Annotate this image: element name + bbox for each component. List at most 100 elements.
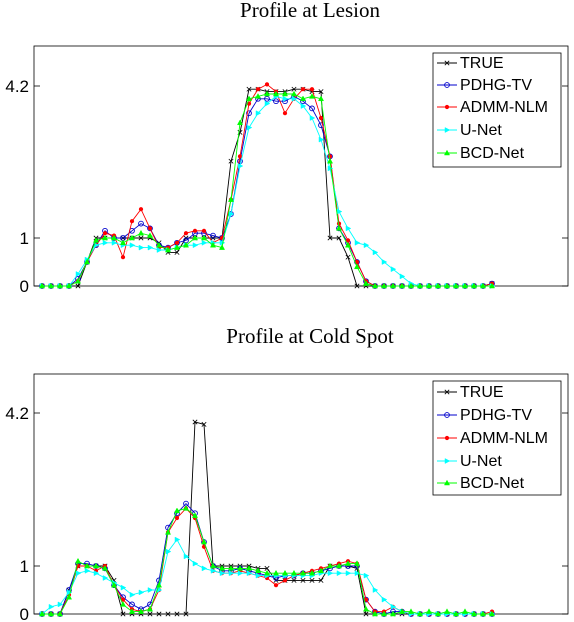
data-point — [363, 572, 370, 579]
data-point — [470, 610, 478, 617]
series-bcd-net — [38, 505, 496, 617]
data-point — [273, 98, 279, 105]
data-point — [398, 282, 406, 289]
data-point — [264, 565, 270, 571]
data-point — [65, 282, 73, 289]
data-point — [390, 603, 397, 610]
data-point — [300, 103, 307, 109]
legend-marker — [444, 389, 450, 395]
data-point — [128, 608, 136, 614]
data-point — [254, 567, 262, 574]
legend-marker — [444, 412, 450, 418]
legend-label: U-Net — [460, 453, 502, 470]
data-point — [129, 591, 136, 598]
data-point — [237, 158, 243, 165]
data-point — [255, 87, 261, 92]
data-point — [227, 196, 235, 202]
data-point — [353, 263, 361, 270]
data-point — [309, 105, 315, 112]
data-point — [66, 589, 73, 596]
legend-label: BCD-Net — [460, 145, 525, 162]
data-point — [354, 259, 360, 265]
data-point — [192, 228, 198, 233]
data-point — [93, 570, 100, 577]
data-point — [192, 419, 198, 425]
data-point — [354, 239, 361, 246]
data-point — [92, 237, 100, 243]
data-point — [488, 610, 496, 617]
data-point — [389, 610, 397, 617]
legend-label: U-Net — [460, 122, 502, 139]
data-point — [74, 557, 82, 564]
data-point — [38, 610, 46, 617]
data-point — [138, 244, 145, 251]
data-point — [336, 570, 343, 577]
data-point — [461, 608, 469, 614]
data-point — [174, 249, 180, 255]
data-point — [173, 507, 181, 514]
data-point — [110, 234, 118, 241]
data-point — [237, 163, 244, 169]
data-point — [182, 241, 190, 248]
data-point — [470, 282, 478, 289]
data-point — [164, 529, 172, 535]
data-point — [371, 282, 379, 289]
series-layer — [38, 419, 496, 617]
data-point — [326, 562, 334, 569]
data-point — [183, 553, 190, 560]
data-point — [363, 242, 370, 249]
data-point — [264, 95, 270, 102]
y-tick-label: 0 — [20, 277, 29, 296]
y-tick-label: 1 — [20, 557, 29, 576]
data-point — [218, 244, 226, 250]
data-point — [452, 610, 460, 617]
data-point — [191, 234, 199, 241]
chart-panel-lesion: Profile at Lesion 0 1 4.2 TRUE PDHG-TV A… — [5, 0, 569, 296]
y-tick-label: 1 — [20, 229, 29, 248]
data-point — [291, 95, 298, 102]
data-point — [345, 570, 352, 577]
data-point — [120, 611, 126, 617]
data-point — [138, 589, 145, 596]
data-point — [201, 239, 208, 246]
data-point — [416, 610, 424, 617]
data-point — [263, 569, 271, 576]
data-point — [345, 225, 352, 232]
chart-title: Profile at Lesion — [240, 0, 380, 22]
data-point — [192, 560, 199, 567]
data-point — [479, 282, 487, 289]
data-point — [281, 569, 289, 576]
data-point — [389, 282, 397, 289]
data-point — [362, 605, 370, 612]
data-point — [156, 611, 162, 617]
data-point — [75, 570, 82, 577]
data-point — [120, 255, 126, 260]
legend-label: PDHG-TV — [460, 407, 532, 424]
data-point — [209, 241, 217, 248]
data-point — [138, 207, 144, 212]
data-point — [201, 421, 207, 427]
chart-title: Profile at Cold Spot — [226, 324, 394, 348]
data-point — [137, 608, 145, 614]
data-point — [273, 583, 279, 588]
data-point — [272, 90, 280, 97]
data-point — [281, 90, 289, 97]
data-point — [282, 111, 288, 116]
data-point — [380, 282, 388, 289]
legend-label: BCD-Net — [460, 475, 525, 492]
data-point — [218, 565, 226, 571]
data-point — [291, 577, 297, 583]
y-axis: 0 1 4.2 — [5, 404, 568, 622]
data-point — [291, 86, 297, 92]
data-point — [227, 565, 235, 571]
data-point — [282, 578, 288, 583]
data-point — [309, 115, 316, 121]
series-bcd-net — [38, 90, 496, 289]
data-point — [245, 95, 253, 102]
data-point — [479, 610, 487, 617]
data-point — [210, 232, 216, 239]
data-point — [398, 608, 406, 614]
data-point — [362, 280, 370, 286]
data-point — [75, 283, 81, 289]
legend: TRUE PDHG-TV ADMM-NLM U-Net BCD-Net — [432, 380, 562, 496]
